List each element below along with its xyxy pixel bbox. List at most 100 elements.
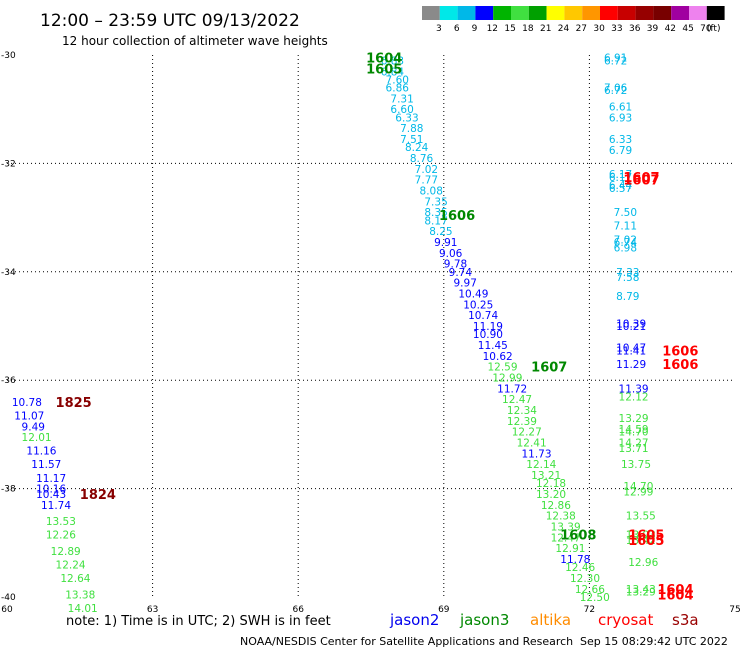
wave-height-value: 6.98 bbox=[614, 242, 637, 254]
footnote: note: 1) Time is in UTC; 2) SWH is in fe… bbox=[66, 614, 331, 629]
wave-height-value: 12.59 bbox=[487, 362, 517, 374]
wave-height-value: 12.18 bbox=[536, 478, 566, 490]
wave-height-value: 13.75 bbox=[621, 459, 651, 471]
wave-height-value: 12.91 bbox=[555, 543, 585, 555]
satellite-legend-jason3: jason3 bbox=[459, 611, 509, 629]
wave-height-value: 14.59 bbox=[619, 424, 649, 436]
color-swatch bbox=[706, 6, 725, 20]
wave-height-value: 7.50 bbox=[614, 207, 637, 219]
time-label: 1604 bbox=[657, 583, 693, 598]
color-scale-label: 6 bbox=[454, 24, 460, 34]
wave-height-value: 12.89 bbox=[51, 546, 81, 558]
satellite-legend-jason2: jason2 bbox=[389, 611, 439, 629]
time-label: 1607 bbox=[623, 174, 659, 189]
wave-height-value: 10.62 bbox=[483, 351, 513, 363]
color-swatch bbox=[617, 6, 636, 20]
time-label: 1604 bbox=[657, 588, 693, 603]
wave-height-value: 6.61 bbox=[609, 101, 632, 113]
time-label: 1605 bbox=[628, 529, 664, 544]
color-swatch bbox=[475, 6, 494, 20]
time-label: 1825 bbox=[56, 396, 92, 411]
color-scale-label: 70 bbox=[700, 24, 712, 34]
wave-height-value: 11.16 bbox=[26, 446, 56, 458]
wave-height-value: 12.47 bbox=[551, 532, 581, 544]
wave-height-value: 12.38 bbox=[546, 511, 576, 523]
time-label: 1608 bbox=[560, 529, 596, 544]
grid-lines bbox=[7, 55, 735, 597]
color-swatch bbox=[511, 6, 529, 20]
wave-height-value: 12.26 bbox=[46, 530, 76, 542]
wave-height-value: 10.78 bbox=[12, 397, 42, 409]
chart-subtitle: 12 hour collection of altimeter wave hei… bbox=[62, 34, 328, 48]
color-swatch bbox=[528, 6, 547, 20]
wave-height-value: 6.33 bbox=[609, 134, 632, 146]
wave-height-value: 12.66 bbox=[575, 584, 605, 596]
y-tick-label: -30 bbox=[1, 51, 16, 61]
wave-height-value: 12.01 bbox=[22, 432, 52, 444]
wave-height-value: 7.77 bbox=[415, 175, 438, 187]
wave-height-value: 12.64 bbox=[60, 573, 90, 585]
color-swatch bbox=[635, 6, 654, 20]
wave-height-value: 8.76 bbox=[410, 153, 434, 165]
wave-height-value: 12.30 bbox=[570, 573, 600, 585]
wave-height-value: 13.53 bbox=[46, 516, 76, 528]
y-tick-label: -34 bbox=[1, 268, 16, 278]
wave-height-value: 12.99 bbox=[623, 486, 653, 498]
wave-height-value: 7.58 bbox=[616, 272, 639, 284]
wave-height-value: 10.39 bbox=[616, 318, 646, 330]
time-label: 1606 bbox=[662, 344, 698, 359]
wave-height-value: 6.74 bbox=[614, 237, 638, 249]
wave-height-value: 8.25 bbox=[429, 226, 452, 238]
wave-height-value: 7.06 bbox=[604, 83, 628, 95]
wave-height-value: 13.21 bbox=[531, 470, 561, 482]
wave-height-value: 11.17 bbox=[36, 473, 66, 485]
wave-height-value: 7.51 bbox=[400, 134, 423, 146]
wave-height-value: 13.93 bbox=[626, 530, 656, 542]
wave-height-value: 7.02 bbox=[415, 164, 438, 176]
wave-height-value: 12.14 bbox=[526, 459, 556, 471]
wave-height-value: 11.19 bbox=[473, 321, 503, 333]
wave-height-value: 12.50 bbox=[580, 592, 610, 604]
time-label: 1606 bbox=[439, 209, 475, 224]
color-scale-label: 21 bbox=[540, 24, 551, 34]
wave-height-value: 9.06 bbox=[439, 248, 463, 260]
wave-height-value: 7.31 bbox=[390, 93, 413, 105]
color-scale-legend: 3 6 9 12 15 18 21 24 27 30 33 36 39 42 45 70(ft) bbox=[422, 6, 725, 34]
wave-height-value: 11.78 bbox=[560, 554, 590, 566]
wave-height-value: 14.70 bbox=[623, 481, 653, 493]
color-swatch bbox=[564, 6, 583, 20]
wave-height-value: 12.47 bbox=[502, 394, 532, 406]
wave-height-value: 6.72 bbox=[604, 55, 627, 67]
wave-height-value: 6.57 bbox=[609, 183, 632, 195]
wave-height-value: 6.72 bbox=[604, 85, 627, 97]
time-label: 1824 bbox=[80, 488, 116, 503]
wave-height-value: 11.45 bbox=[478, 340, 508, 352]
wave-height-value: 6.93 bbox=[609, 112, 632, 124]
wave-height-value: 12.39 bbox=[507, 416, 537, 428]
color-scale-label: (ft) bbox=[707, 24, 721, 34]
wave-height-value: 7.33 bbox=[616, 267, 639, 279]
wave-height-value: 8.17 bbox=[424, 215, 447, 227]
wave-height-value: 13.42 bbox=[626, 535, 656, 547]
color-swatch bbox=[493, 6, 511, 20]
y-tick-label: -38 bbox=[1, 485, 16, 495]
time-label: 1605 bbox=[628, 534, 664, 549]
y-tick-label: -36 bbox=[1, 376, 16, 386]
wave-height-value: 9.97 bbox=[454, 278, 477, 290]
wave-height-value: 7.35 bbox=[424, 196, 447, 208]
wave-height-value: 8.24 bbox=[405, 142, 429, 154]
color-scale-label: 24 bbox=[558, 24, 570, 34]
wave-height-value: 13.43 bbox=[626, 584, 656, 596]
wave-height-value: 12.41 bbox=[517, 438, 547, 450]
wave-height-value: 12.99 bbox=[492, 372, 522, 384]
wave-height-value: 13.20 bbox=[536, 489, 566, 501]
satellite-legend-cryosat: cryosat bbox=[598, 611, 653, 629]
wave-height-value: 10.43 bbox=[36, 489, 66, 501]
color-swatch bbox=[671, 6, 689, 20]
color-swatch bbox=[689, 6, 707, 20]
color-scale-label: 27 bbox=[576, 24, 587, 34]
color-swatch bbox=[653, 6, 672, 20]
wave-height-value: 10.47 bbox=[616, 343, 646, 355]
x-tick-label: 60 bbox=[1, 605, 13, 615]
wave-height-value: 10.90 bbox=[473, 329, 503, 341]
